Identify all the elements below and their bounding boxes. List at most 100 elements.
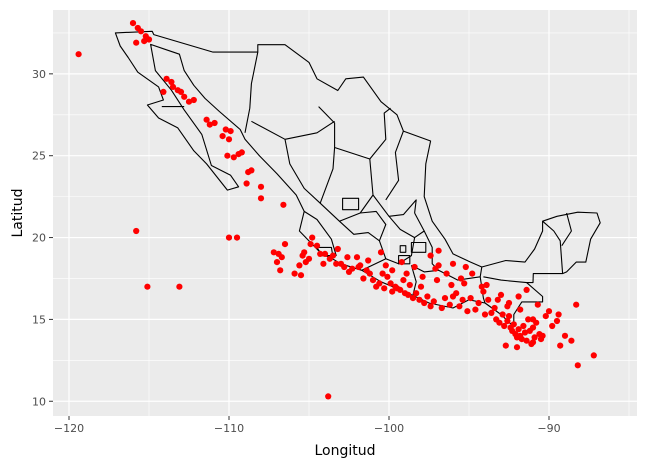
data-point	[417, 283, 425, 290]
state-border-campeche-yucatan	[542, 220, 564, 274]
data-point	[238, 149, 245, 156]
data-point	[366, 270, 373, 277]
data-point	[291, 270, 298, 277]
panel-background	[53, 10, 637, 416]
data-point	[443, 270, 450, 277]
data-point	[590, 352, 597, 359]
y-tick-label: 10	[32, 395, 46, 408]
data-point	[257, 195, 265, 202]
data-point	[505, 313, 513, 320]
data-point	[561, 332, 569, 339]
data-point	[438, 304, 445, 312]
data-point	[219, 133, 226, 140]
data-point	[353, 254, 361, 261]
data-point	[227, 128, 234, 135]
data-point	[75, 51, 82, 58]
data-point	[421, 299, 428, 307]
data-point	[539, 332, 546, 339]
data-point	[211, 119, 218, 127]
data-point	[144, 283, 151, 290]
y-axis-title: Latitud	[10, 188, 26, 237]
data-point	[446, 301, 453, 308]
data-point	[141, 38, 148, 45]
data-point	[384, 273, 391, 280]
data-point	[481, 311, 489, 318]
data-point	[305, 255, 313, 262]
data-point	[257, 183, 265, 190]
data-point	[133, 39, 140, 46]
data-point	[499, 311, 506, 318]
data-point	[406, 281, 413, 289]
state-border-campeche-qroo	[561, 212, 572, 247]
data-point	[483, 281, 490, 289]
data-point	[435, 262, 442, 269]
data-point	[344, 254, 351, 261]
data-point	[176, 283, 183, 290]
data-point	[273, 259, 281, 266]
data-point	[504, 303, 511, 310]
data-point	[277, 267, 284, 274]
data-point	[433, 277, 441, 284]
data-point	[553, 317, 561, 325]
data-point	[461, 280, 468, 287]
data-point	[491, 304, 498, 312]
y-tick-label: 25	[32, 150, 46, 163]
data-point	[574, 362, 581, 369]
data-point	[502, 342, 509, 349]
data-point	[464, 308, 471, 315]
data-points	[75, 20, 597, 400]
x-tick-label: −120	[54, 422, 84, 435]
data-point	[169, 83, 177, 90]
data-point	[133, 227, 140, 235]
data-point	[521, 329, 529, 336]
data-point	[233, 234, 241, 241]
data-point	[411, 263, 418, 271]
data-point	[280, 201, 287, 208]
data-point	[504, 317, 511, 325]
data-point	[424, 293, 431, 300]
data-point	[525, 316, 532, 323]
data-point	[400, 277, 407, 284]
data-point	[355, 263, 362, 271]
data-point	[369, 277, 377, 284]
data-point	[333, 260, 340, 267]
data-point	[513, 344, 521, 351]
state-border-morelos	[398, 255, 411, 265]
x-axis-title: Longitud	[314, 443, 375, 459]
data-point	[478, 283, 485, 290]
data-point	[427, 303, 434, 310]
x-tick-label: −90	[537, 422, 560, 435]
data-point	[222, 126, 229, 133]
data-point	[377, 249, 385, 256]
x-axis-ticks: −120 −110 −100 −90	[54, 416, 561, 435]
state-border-tabasco-chiapas	[483, 276, 527, 284]
data-point	[382, 262, 389, 269]
data-point	[568, 337, 575, 344]
data-point	[321, 250, 329, 257]
state-border-cdmx	[399, 245, 407, 253]
y-tick-label: 20	[32, 232, 46, 245]
data-point	[381, 285, 388, 292]
state-border-chihuahua-south	[251, 120, 335, 140]
data-point	[349, 265, 356, 272]
state-border-tlaxcala	[410, 241, 427, 253]
data-point	[278, 254, 285, 261]
data-point	[320, 260, 327, 267]
data-point	[309, 234, 316, 241]
state-border-slp	[372, 194, 417, 217]
data-point	[467, 295, 474, 302]
data-point	[203, 116, 210, 123]
data-point	[515, 293, 522, 300]
data-point	[243, 180, 250, 187]
data-point	[307, 241, 314, 248]
data-point	[387, 280, 394, 287]
x-tick-label: −110	[214, 422, 244, 435]
data-point	[225, 136, 233, 143]
data-point	[501, 322, 508, 330]
data-point	[427, 252, 434, 259]
data-point	[448, 281, 455, 289]
data-point	[145, 36, 153, 43]
data-point	[389, 288, 396, 295]
data-point	[225, 234, 233, 241]
data-point	[549, 322, 556, 330]
